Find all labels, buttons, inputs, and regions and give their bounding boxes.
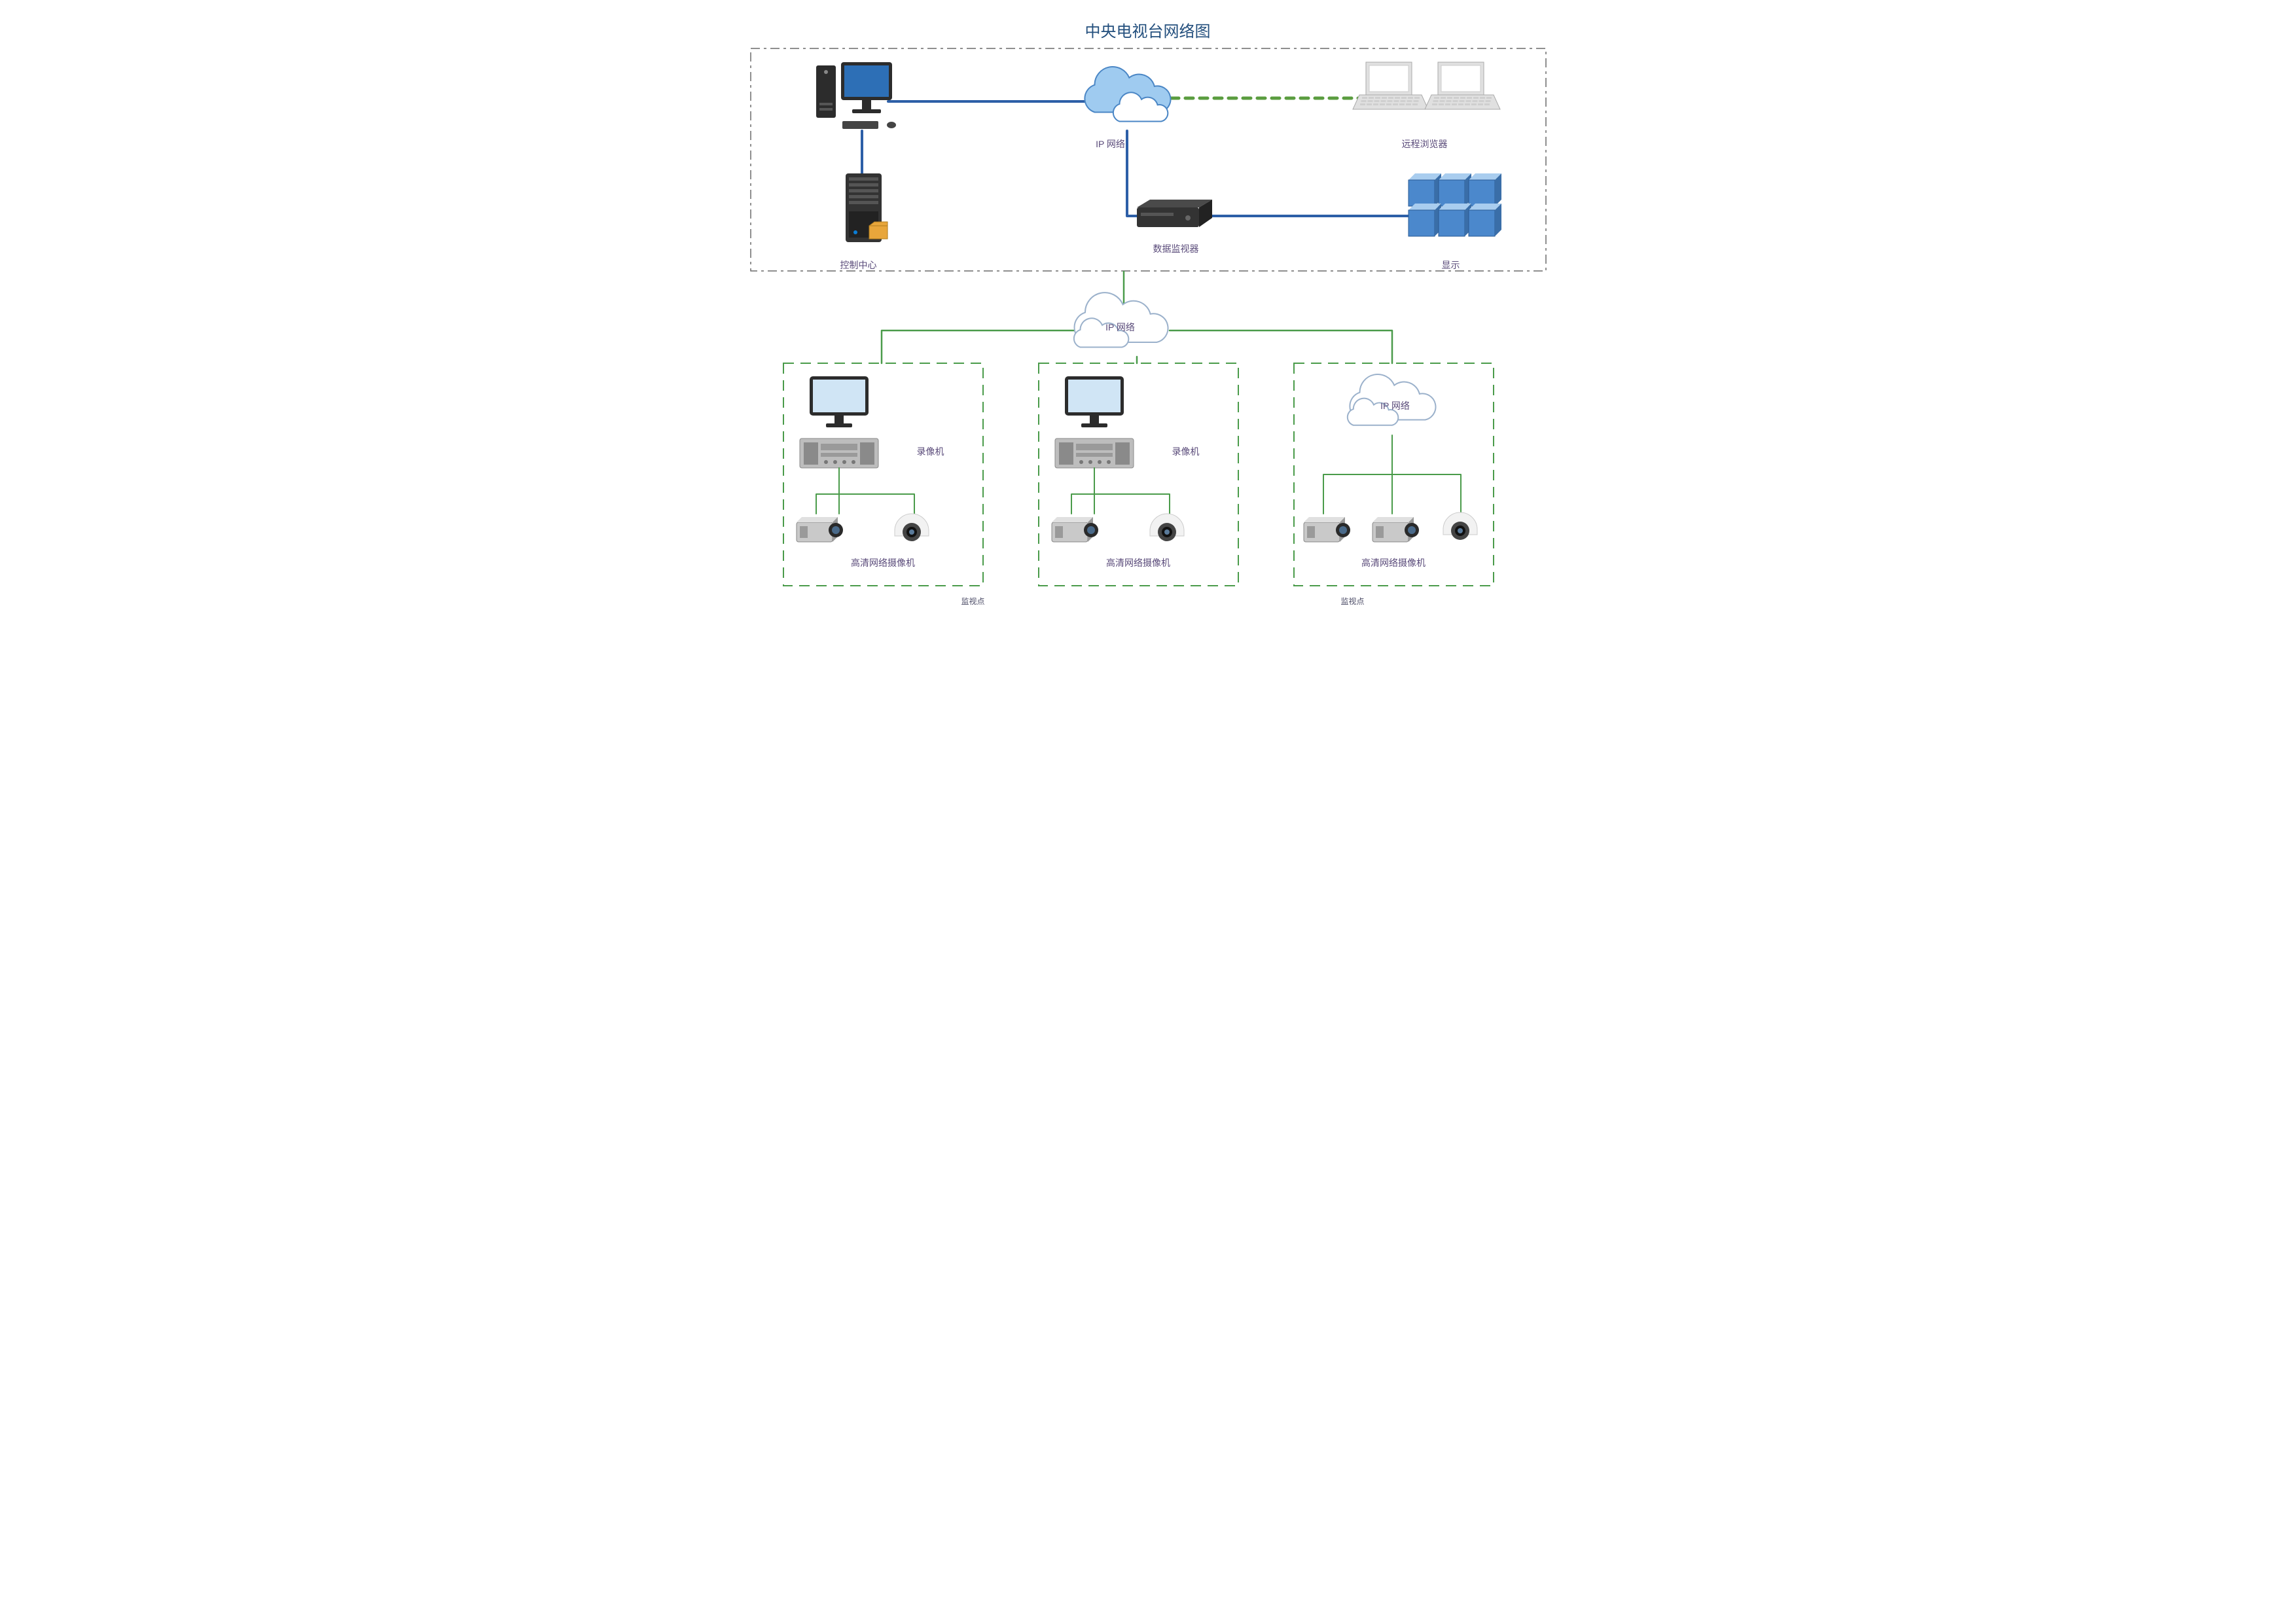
text-label: 录像机 (1088, 445, 1284, 458)
text-label: IP 网络 (1297, 399, 1494, 412)
text-label: 远程浏览器 (1327, 137, 1523, 151)
text-label: 控制中心 (761, 259, 957, 272)
text-label: 高清网络摄像机 (1295, 556, 1492, 569)
text-label: IP 网络 (1022, 321, 1219, 334)
text-label: 中央电视台网络图 (1050, 18, 1246, 41)
diagram-root: 中央电视台网络图控制中心 IP 网络 远程浏览器数据监视器显示 IP 网络录像机高清网… (715, 0, 1582, 613)
text-label: 监视点 (1255, 596, 1451, 607)
text-label: IP 网络 (1013, 137, 1209, 151)
text-label: 数据监视器 (1078, 242, 1274, 255)
text-label: 高清网络摄像机 (785, 556, 981, 569)
text-label: 监视点 (875, 596, 1071, 607)
text-label: 显示 (1353, 259, 1549, 272)
text-label: 录像机 (833, 445, 1029, 458)
text-label: 高清网络摄像机 (1040, 556, 1236, 569)
diagram-svg (715, 0, 1582, 613)
